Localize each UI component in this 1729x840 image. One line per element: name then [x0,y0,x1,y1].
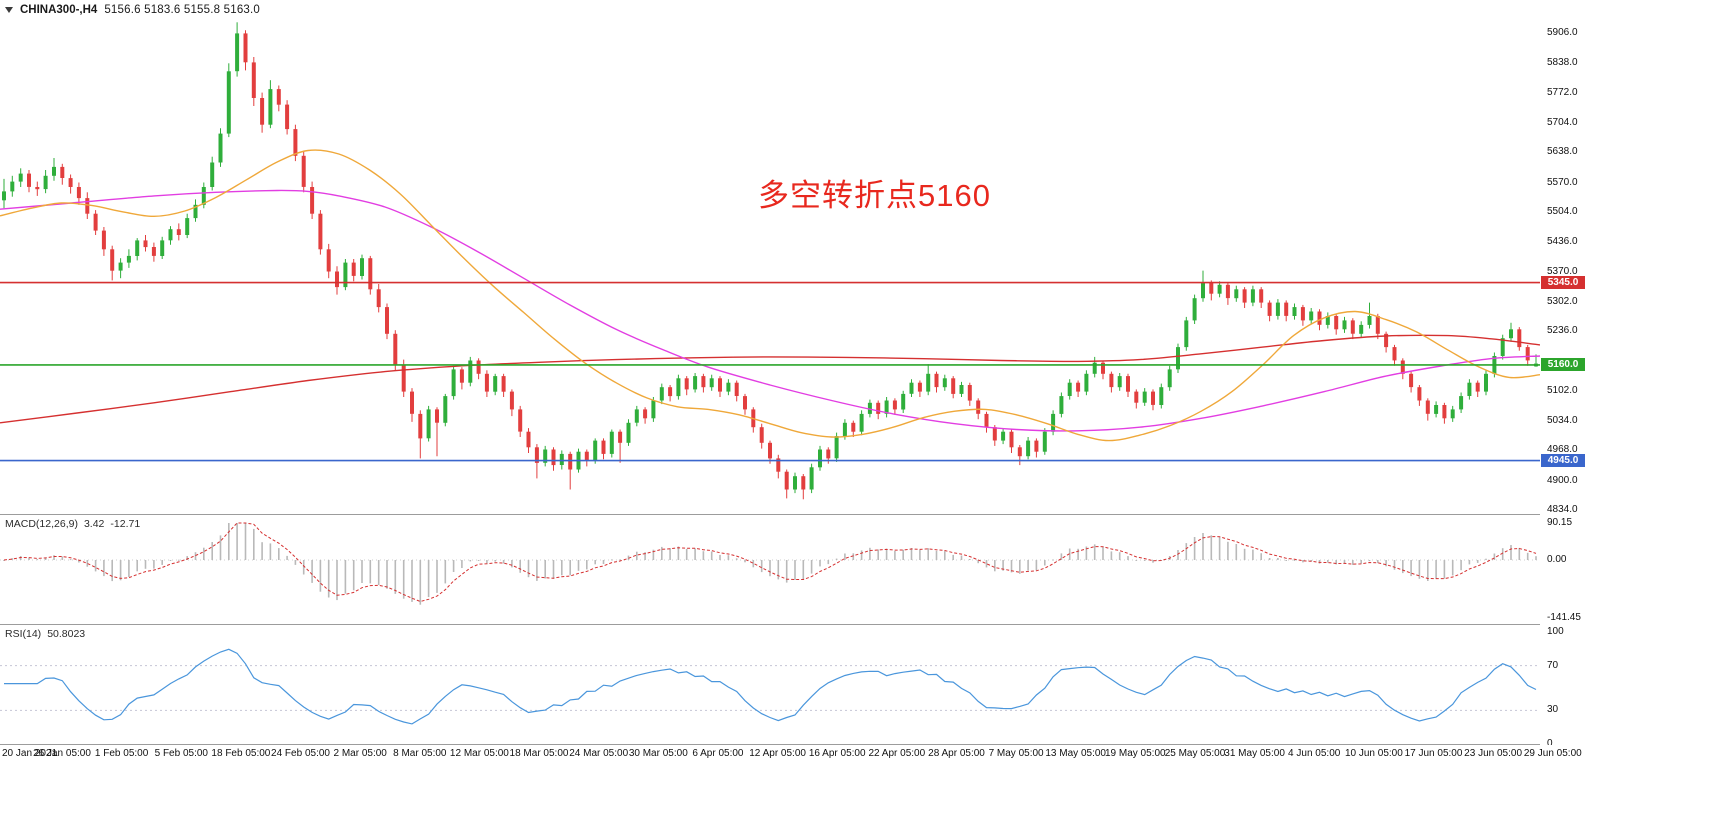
rsi-indicator-label: RSI(14) 50.8023 [5,628,85,640]
chart-symbol-marker-icon [5,7,13,13]
rsi-line [4,648,1537,725]
time-axis-label: 20 Jan 2021 [2,748,58,759]
symbol-info-bar: CHINA300-,H4 5156.6 5183.6 5155.8 5163.0 [5,4,260,16]
time-axis-label: 12 Apr 05:00 [749,748,806,759]
time-axis-label: 13 May 05:00 [1045,748,1106,759]
rsi-params: RSI(14) [5,628,42,640]
panel-separator-rsi[interactable] [0,624,1729,625]
macd-tick-label: 0.00 [1547,554,1567,565]
time-axis-label: 17 Jun 05:00 [1404,748,1463,759]
time-axis-label: 29 Jun 05:00 [1523,748,1582,759]
time-axis-label: 24 Feb 05:00 [271,748,330,759]
price-badge-5160.0: 5160.0 [1541,358,1585,372]
time-axis-label: 26 Jan 05:00 [33,748,91,759]
price-tick-label: 5370.0 [1547,265,1578,277]
rsi-tick-label: 30 [1547,704,1559,716]
time-axis-label: 16 Apr 05:00 [808,748,866,759]
price-tick-label: 5504.0 [1547,205,1578,217]
time-axis-label: 10 Jun 05:00 [1344,748,1403,759]
price-tick-label: 4834.0 [1547,504,1578,515]
price-tick-label: 5838.0 [1547,57,1578,69]
rsi-tick-label: 0 [1547,738,1553,749]
macd-signal-line [3,522,1537,603]
price-tick-label: 5436.0 [1547,236,1578,248]
time-axis-label: 12 Mar 05:00 [449,748,509,759]
price-tick-label: 5034.0 [1547,415,1578,426]
panel-separator-macd[interactable] [0,514,1729,515]
ma-medium-magenta[interactable] [0,189,1540,432]
rsi-value: 50.8023 [47,628,86,640]
rsi-panel[interactable] [0,625,1540,745]
macd-panel[interactable] [0,515,1540,625]
time-axis-label: 25 May 05:00 [1164,748,1226,759]
time-axis-label: 24 Mar 05:00 [569,748,629,759]
macd-value-main: 3.42 [83,518,105,530]
candles-layer [2,22,1538,500]
macd-params: MACD(12,26,9) [5,518,78,530]
macd-indicator-label: MACD(12,26,9) 3.42 -12.71 [5,518,140,530]
time-axis-label: 5 Feb 05:00 [154,748,208,759]
price-tick-label: 5570.0 [1547,176,1578,188]
price-badge-5345.0: 5345.0 [1541,276,1585,290]
macd-value-signal: -12.71 [110,518,141,530]
price-tick-label: 5102.0 [1547,384,1578,396]
rsi-tick-label: 100 [1547,626,1564,637]
price-tick-label: 5704.0 [1547,116,1578,128]
time-axis-label: 2 Mar 05:00 [333,748,387,759]
time-axis-label: 6 Apr 05:00 [692,748,744,759]
price-axis[interactable]: 5906.0 5838.0 5772.0 5704.0 5638.0 5570.0 5504… [1540,0,1729,764]
main-price-chart[interactable] [0,0,1540,515]
rsi-tick-label: 70 [1547,659,1559,671]
price-tick-label: 5638.0 [1547,146,1578,158]
time-axis-label: 7 May 05:00 [988,748,1044,759]
macd-tick-label: 90.15 [1547,517,1573,528]
price-tick-label: 5906.0 [1547,27,1578,38]
time-axis-label: 31 May 05:00 [1224,748,1285,759]
time-axis-label: 4 Jun 05:00 [1288,748,1341,759]
time-axis-label: 30 Mar 05:00 [628,748,688,759]
price-badge-4945.0: 4945.0 [1541,454,1585,468]
annotation-text[interactable]: 多空转折点5160 [758,178,991,213]
time-axis-label: 18 Mar 05:00 [509,748,569,759]
symbol-name: CHINA300-,H4 [20,4,98,16]
price-tick-label: 5302.0 [1547,295,1578,307]
macd-histogram [3,523,1537,605]
time-axis-label: 23 Jun 05:00 [1464,748,1522,759]
time-axis-label: 19 May 05:00 [1104,748,1166,759]
ma-long-red[interactable] [0,334,1540,424]
ohlc-values: 5156.6 5183.6 5155.8 5163.0 [104,4,261,16]
ma-short-orange[interactable] [0,149,1540,442]
macd-tick-label: -141.45 [1547,612,1581,624]
time-axis-label: 18 Feb 05:00 [211,748,271,759]
panel-separator-timeaxis[interactable] [0,744,1729,745]
price-tick-label: 5236.0 [1547,325,1578,337]
time-axis-label: 22 Apr 05:00 [868,748,926,759]
price-tick-label: 5772.0 [1547,86,1578,98]
time-axis[interactable]: 20 Jan 2021 26 Jan 05:00 1 Feb 05:00 5 Feb … [0,745,1729,767]
time-axis-label: 1 Feb 05:00 [94,748,149,759]
time-axis-label: 8 Mar 05:00 [393,748,447,759]
price-tick-label: 4968.0 [1547,444,1578,456]
price-tick-label: 4900.0 [1547,474,1578,486]
time-axis-label: 28 Apr 05:00 [928,748,985,759]
